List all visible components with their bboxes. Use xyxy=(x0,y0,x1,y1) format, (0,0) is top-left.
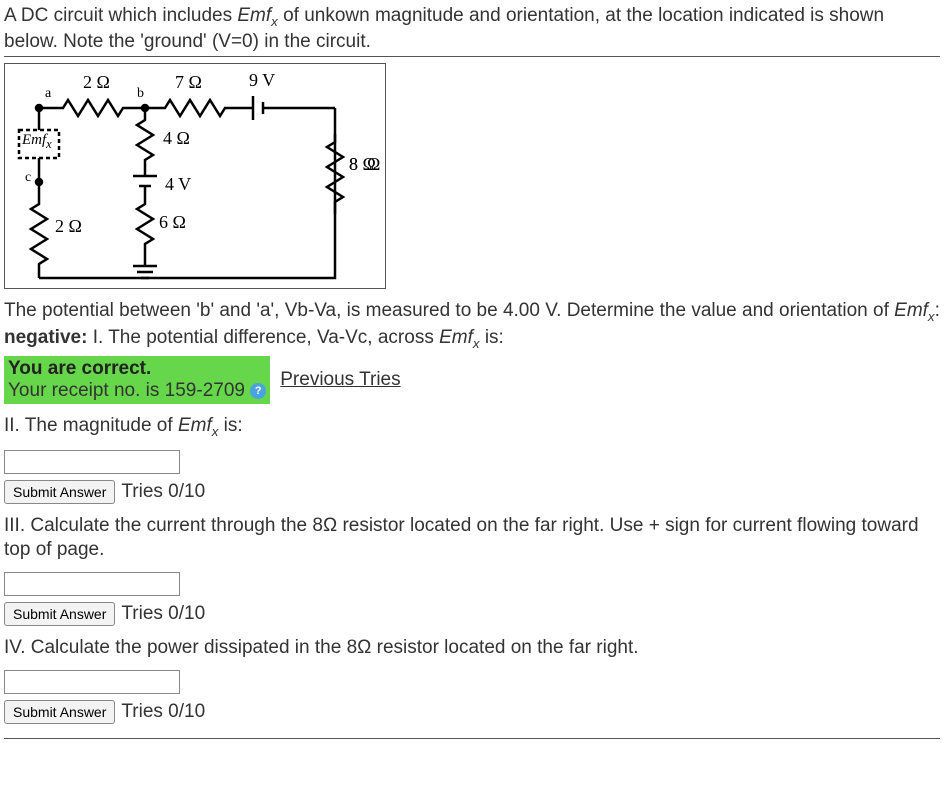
label-r-4ohm: 4 Ω xyxy=(163,128,190,149)
emf-term: Emfx xyxy=(237,5,277,26)
previous-tries-link[interactable]: Previous Tries xyxy=(280,369,400,391)
label-r-7ohm: 7 Ω xyxy=(175,72,202,93)
feedback-box: You are correct. Your receipt no. is 159… xyxy=(4,356,270,404)
emf-q1: Emfx xyxy=(894,300,934,321)
feedback-receipt: Your receipt no. is 159-2709 ? xyxy=(8,380,266,402)
answer-input-q3[interactable] xyxy=(4,572,180,596)
submit-button-q3[interactable]: Submit Answer xyxy=(4,602,115,626)
label-r-6ohm: 6 Ω xyxy=(159,212,186,233)
question-4: IV. Calculate the power dissipated in th… xyxy=(4,636,940,660)
label-node-b: b xyxy=(137,86,144,102)
submit-button-q4[interactable]: Submit Answer xyxy=(4,700,115,724)
help-icon[interactable]: ? xyxy=(250,383,266,399)
submit-button-q2[interactable]: Submit Answer xyxy=(4,480,115,504)
answer-input-q4[interactable] xyxy=(4,670,180,694)
label-r-2ohm-top: 2 Ω xyxy=(83,72,110,93)
label-4v: 4 V xyxy=(165,174,191,195)
tries-q3: Tries 0/10 xyxy=(121,603,205,625)
label-node-a: a xyxy=(45,86,51,102)
problem-intro: A DC circuit which includes Emfx of unko… xyxy=(4,4,940,54)
intro-text-a: A DC circuit which includes xyxy=(4,5,237,26)
label-9v: 9 V xyxy=(249,70,275,91)
question-1: The potential between 'b' and 'a', Vb-Va… xyxy=(4,299,940,325)
tries-q2: Tries 0/10 xyxy=(121,481,205,503)
question-1-part: negative: I. The potential difference, V… xyxy=(4,326,940,352)
tries-q4: Tries 0/10 xyxy=(121,701,205,723)
rule-top xyxy=(4,56,940,57)
rule-bottom xyxy=(4,738,940,739)
label-node-c: c xyxy=(25,170,31,186)
negative-label: negative: xyxy=(4,327,87,348)
circuit-diagram: 2 Ω 7 Ω 9 V a b Emfx c 4 Ω 4 V 2 Ω 6 Ω 8… xyxy=(4,63,386,289)
question-2: II. The magnitude of Emfx is: xyxy=(4,414,940,440)
label-r-2ohm-bot: 2 Ω xyxy=(55,216,82,237)
feedback-row: You are correct. Your receipt no. is 159… xyxy=(4,356,940,404)
question-3: III. Calculate the current through the 8… xyxy=(4,514,940,562)
label-emfx: Emfx xyxy=(22,132,52,152)
answer-input-q2[interactable] xyxy=(4,450,180,474)
feedback-correct: You are correct. xyxy=(8,358,266,380)
